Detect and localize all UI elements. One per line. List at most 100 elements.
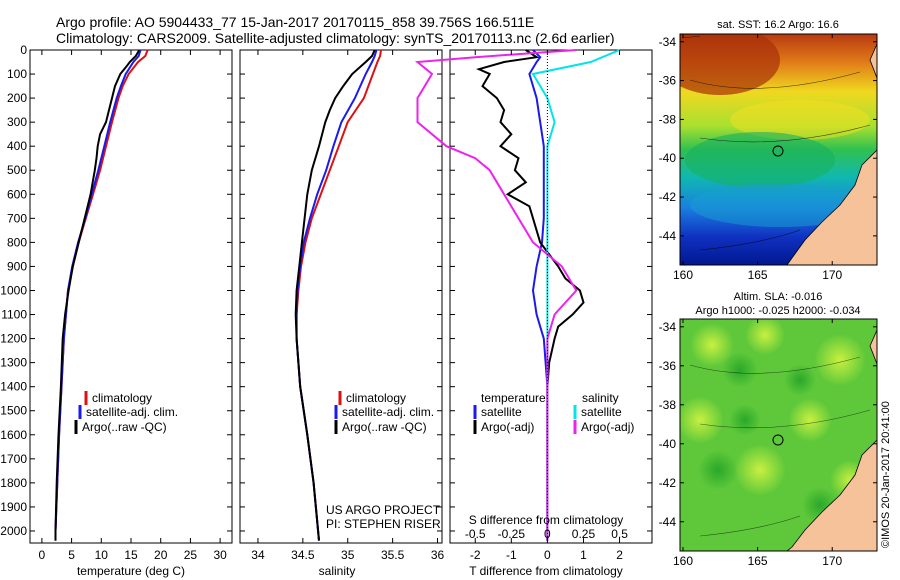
depth-tick-label: 400 [7,139,27,153]
x-tick-label: 34.5 [291,548,315,562]
series-line-satellite [528,49,549,541]
depth-tick-label: 1300 [0,356,27,370]
sla-bathymetry-contours [689,356,871,537]
salinity-axis-label: salinity [319,564,356,578]
sst-warm-patch [680,34,780,95]
climatology-title-line2: Climatology: CARS2009. Satellite-adjuste… [56,30,615,46]
legend-t-argo-label: Argo(-adj) [481,420,534,434]
legend-argo-label: Argo(..raw -QC) [82,420,167,434]
imos-timestamp: ©IMOS 20-Jan-2017 20:41:00 [880,401,892,548]
difference-legend: temperature satellite Argo(-adj) salinit… [473,391,634,434]
depth-tick-label: 1700 [0,452,27,466]
series-line-argo-raw-qc- [294,49,376,541]
legend-temperature-heading: temperature [481,391,546,405]
temperature-panel: 0 5 10 15 20 25 30 temperature (deg C) climato… [29,49,233,578]
sla-low-blob [698,450,738,490]
sst-cyan-band [690,183,870,227]
depth-tick-label: 800 [7,235,27,249]
lon-tick-label: 165 [748,554,768,568]
x-tick-label: 35.5 [381,548,405,562]
depth-tick-label: 1800 [0,476,27,490]
sla-high-blob [734,444,786,496]
x-tick-label: 36 [431,548,445,562]
lat-tick-label: -38 [659,398,677,412]
lat-tick-label: -44 [659,515,677,529]
legend-argo-label: Argo(..raw -QC) [342,420,427,434]
depth-tick-label: 1000 [0,283,27,297]
sla-high-blob [680,396,724,444]
salinity-difference-label: S difference from climatology [469,513,624,527]
sst-map-title: sat. SST: 16.2 Argo: 16.6 [717,19,839,31]
sst-yellow-band [730,100,870,140]
series-line-climatology [54,49,149,541]
sla-map: Altim. SLA: -0.016 Argo h1000: -0.025 h2… [659,291,878,568]
lat-tick-label: -42 [659,476,677,490]
temperature-axis-label: temperature (deg C) [77,564,185,578]
temperature-difference-label: T difference from climatology [469,564,623,578]
series-line-argo-adj-salinity- [414,49,578,541]
lat-tick-label: -34 [659,320,677,334]
legend-climatology-label: climatology [92,391,152,405]
x-tick-label: 0.25 [572,527,596,541]
sla-map-axes: -34 -36 -38 -40 -42 -44 160 165 170 [659,319,877,568]
x-tick-label: 15 [124,548,138,562]
sla-low-blob [722,352,758,388]
depth-tick-label: 0 [20,43,27,57]
argo-location-marker [772,434,784,446]
depth-tick-label: 700 [7,211,27,225]
sla-low-blob [784,364,816,396]
series-line-satellite-adj-clim- [295,49,378,541]
legend-s-satellite-label: satellite [581,405,622,419]
sst-bathymetry-contours [681,35,871,251]
sla-map-title: Altim. SLA: -0.016 [734,291,823,303]
profile-title-line1: Argo profile: AO 5904433_77 15-Jan-2017 … [56,14,535,30]
x-tick-label: 10 [95,548,109,562]
sla-high-blob [745,319,785,355]
pi-annotation: PI: STEPHEN RISER [326,517,441,531]
legend-t-satellite-label: satellite [481,405,522,419]
lat-tick-label: -44 [659,229,677,243]
south-island-land [786,149,877,265]
legend-salinity-heading: salinity [582,391,619,405]
depth-tick-label: 1500 [0,404,27,418]
salinity-panel: 34 34.5 35 35.5 36 salinity climatology sate… [239,49,445,578]
temperature-series-group [54,49,149,541]
lat-tick-label: -42 [659,190,677,204]
x-tick-label: 34 [251,548,265,562]
temperature-legend: climatology satellite-adj. clim. Argo(..… [74,391,178,434]
x-tick-label: 0 [544,527,551,541]
sla-low-blob [729,404,761,436]
lon-tick-label: 170 [822,554,842,568]
depth-tick-label: 900 [7,259,27,273]
lat-tick-label: -40 [659,437,677,451]
x-tick-label: 0.5 [611,527,628,541]
x-tick-label: 0 [544,548,551,562]
series-line-argo-adj- [475,49,585,541]
legend-satellite-label: satellite-adj. clim. [342,405,434,419]
lat-tick-label: -36 [659,359,677,373]
x-tick-label: -1 [506,548,517,562]
x-tick-label: -0.25 [498,527,526,541]
x-tick-label: 1 [580,548,587,562]
depth-tick-label: 300 [7,115,27,129]
legend-climatology-label: climatology [346,391,406,405]
x-tick-label: 20 [154,548,168,562]
sst-map: sat. SST: 16.2 Argo: 16.6 -34 -36 -38 -40 -4… [659,19,878,282]
depth-tick-label: 600 [7,187,27,201]
north-island-land [869,43,877,79]
depth-tick-label: 100 [7,67,27,81]
project-annotation: US ARGO PROJECT [326,503,441,517]
lat-tick-label: -40 [659,151,677,165]
x-tick-label: 5 [68,548,75,562]
depth-tick-label: 500 [7,163,27,177]
series-line-argo-raw-qc- [54,49,141,541]
lon-tick-label: 160 [673,554,693,568]
depth-tick-label: 1200 [0,332,27,346]
depth-tick-label: 200 [7,91,27,105]
x-tick-label: 30 [213,548,227,562]
lon-tick-label: 165 [748,268,768,282]
lon-tick-label: 170 [822,268,842,282]
sst-green-band [685,132,835,188]
x-tick-label: -0.5 [465,527,486,541]
